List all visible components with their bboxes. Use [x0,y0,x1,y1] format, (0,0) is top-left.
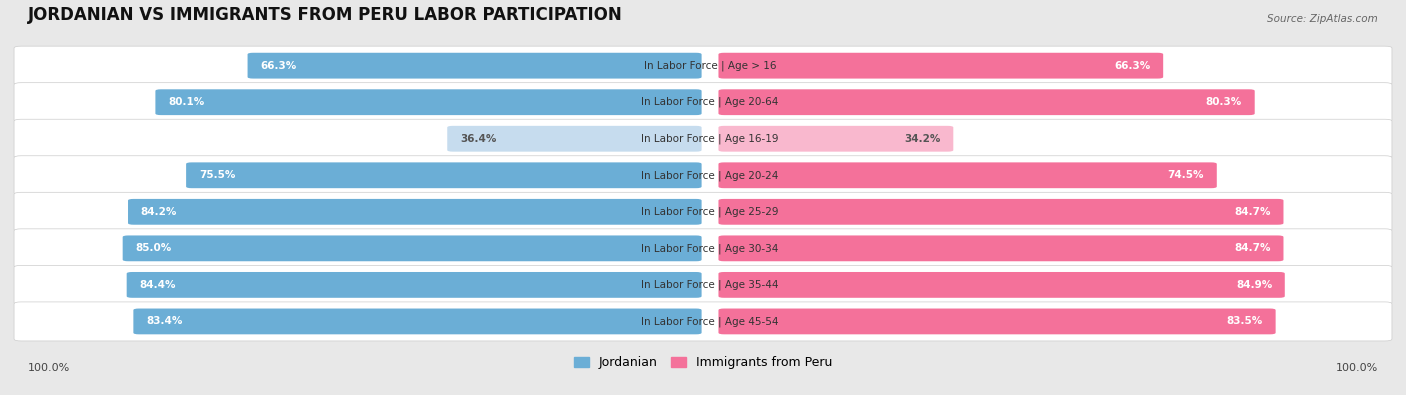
Text: 84.2%: 84.2% [141,207,177,217]
FancyBboxPatch shape [156,89,702,115]
FancyBboxPatch shape [186,162,702,188]
FancyBboxPatch shape [128,199,702,225]
FancyBboxPatch shape [718,89,1254,115]
Text: 100.0%: 100.0% [1336,363,1378,373]
Text: 100.0%: 100.0% [28,363,70,373]
FancyBboxPatch shape [127,272,702,298]
FancyBboxPatch shape [14,46,1392,85]
Text: 84.7%: 84.7% [1234,207,1271,217]
FancyBboxPatch shape [247,53,702,79]
Text: In Labor Force | Age 35-44: In Labor Force | Age 35-44 [641,280,779,290]
FancyBboxPatch shape [447,126,702,152]
Text: 83.4%: 83.4% [146,316,183,326]
FancyBboxPatch shape [14,156,1392,195]
Text: JORDANIAN VS IMMIGRANTS FROM PERU LABOR PARTICIPATION: JORDANIAN VS IMMIGRANTS FROM PERU LABOR … [28,6,623,24]
FancyBboxPatch shape [718,162,1216,188]
Text: In Labor Force | Age 20-64: In Labor Force | Age 20-64 [641,97,779,107]
Text: 85.0%: 85.0% [135,243,172,253]
Text: 66.3%: 66.3% [260,61,297,71]
FancyBboxPatch shape [134,308,702,334]
FancyBboxPatch shape [14,192,1392,231]
Text: 80.3%: 80.3% [1206,97,1241,107]
Text: In Labor Force | Age 30-34: In Labor Force | Age 30-34 [641,243,779,254]
FancyBboxPatch shape [14,119,1392,158]
Text: 84.7%: 84.7% [1234,243,1271,253]
Text: 74.5%: 74.5% [1167,170,1204,180]
FancyBboxPatch shape [718,199,1284,225]
Text: Source: ZipAtlas.com: Source: ZipAtlas.com [1267,14,1378,24]
Text: In Labor Force | Age 20-24: In Labor Force | Age 20-24 [641,170,779,181]
Legend: Jordanian, Immigrants from Peru: Jordanian, Immigrants from Peru [574,356,832,369]
Text: 84.4%: 84.4% [139,280,176,290]
Text: In Labor Force | Age 16-19: In Labor Force | Age 16-19 [641,134,779,144]
Text: In Labor Force | Age 45-54: In Labor Force | Age 45-54 [641,316,779,327]
FancyBboxPatch shape [14,229,1392,268]
Text: 66.3%: 66.3% [1115,61,1150,71]
Text: 83.5%: 83.5% [1226,316,1263,326]
Text: In Labor Force | Age 25-29: In Labor Force | Age 25-29 [641,207,779,217]
FancyBboxPatch shape [718,53,1163,79]
Text: In Labor Force | Age > 16: In Labor Force | Age > 16 [644,60,776,71]
FancyBboxPatch shape [14,302,1392,341]
FancyBboxPatch shape [122,235,702,261]
FancyBboxPatch shape [718,308,1275,334]
Text: 75.5%: 75.5% [198,170,235,180]
FancyBboxPatch shape [14,83,1392,122]
Text: 36.4%: 36.4% [460,134,496,144]
FancyBboxPatch shape [718,235,1284,261]
Text: 84.9%: 84.9% [1236,280,1272,290]
FancyBboxPatch shape [718,272,1285,298]
FancyBboxPatch shape [14,265,1392,305]
FancyBboxPatch shape [718,126,953,152]
Text: 80.1%: 80.1% [169,97,204,107]
Text: 34.2%: 34.2% [904,134,941,144]
